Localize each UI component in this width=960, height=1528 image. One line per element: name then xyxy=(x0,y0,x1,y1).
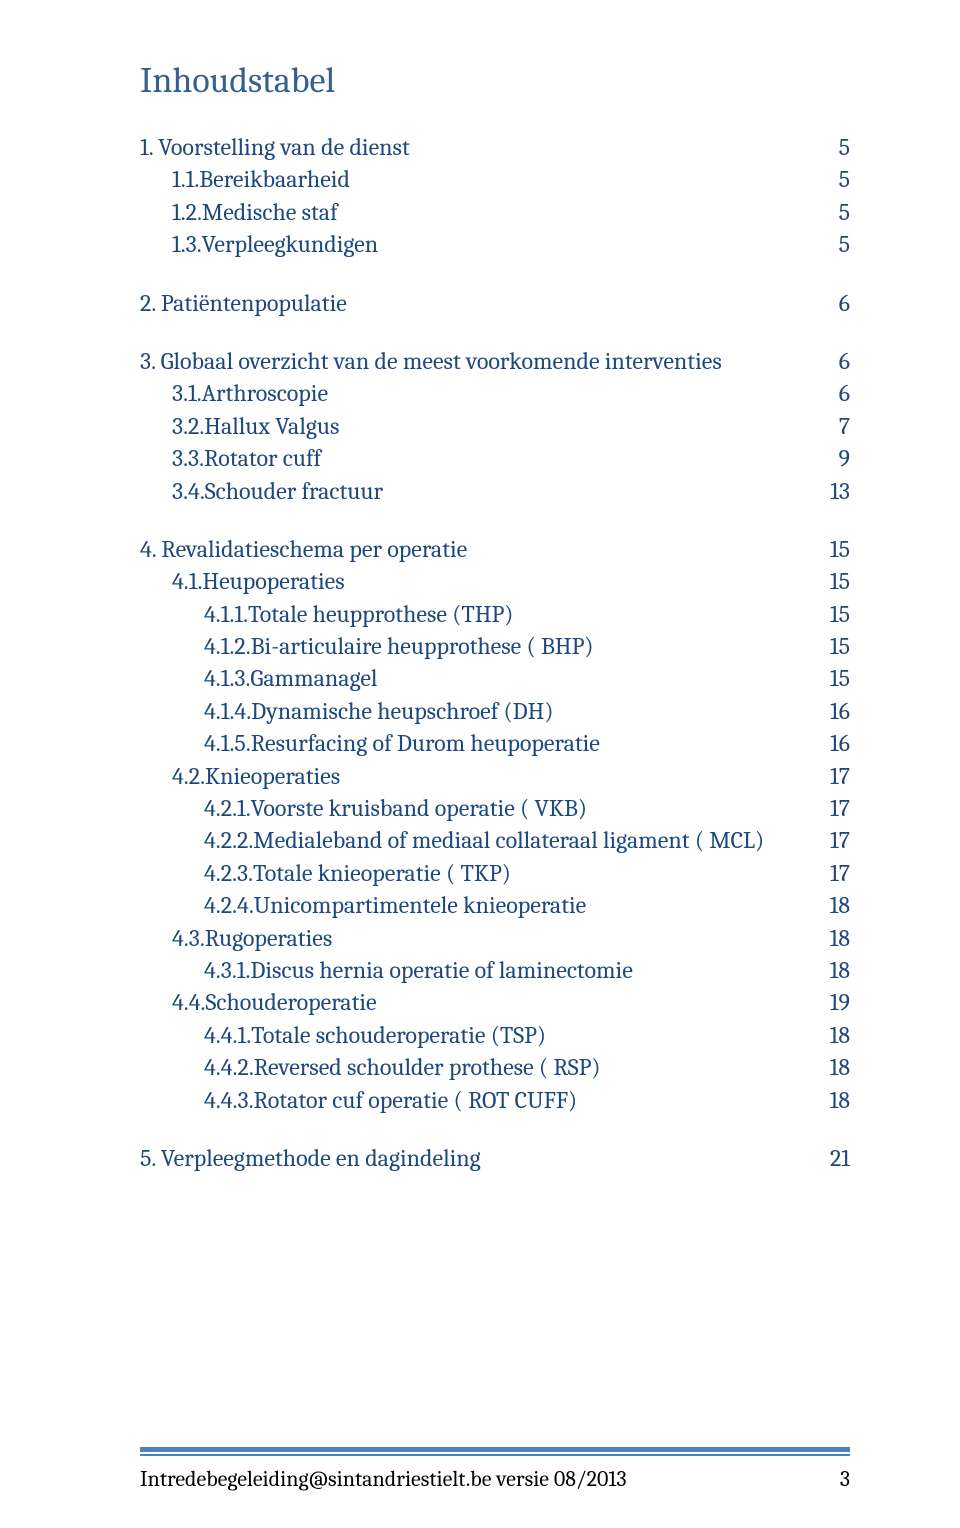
toc-page: 15 xyxy=(810,533,850,565)
toc-entry: 4.2.1.Voorste kruisband operatie ( VKB)1… xyxy=(140,792,850,824)
toc-entry: 4. Revalidatieschema per operatie15 xyxy=(140,533,850,565)
page-title: Inhoudstabel xyxy=(140,60,850,101)
toc-page: 7 xyxy=(810,410,850,442)
toc-entry: 1.3.Verpleegkundigen5 xyxy=(140,228,850,260)
toc-page: 16 xyxy=(810,695,850,727)
toc-label: 4.1.1.Totale heupprothese (THP) xyxy=(204,598,810,630)
toc-page: 13 xyxy=(810,475,850,507)
toc-label: 3.2.Hallux Valgus xyxy=(172,410,810,442)
toc-page: 17 xyxy=(810,792,850,824)
toc-label: 3. Globaal overzicht van de meest voorko… xyxy=(140,345,810,377)
toc-page: 5 xyxy=(810,196,850,228)
toc-label: 4.4.1.Totale schouderoperatie (TSP) xyxy=(204,1019,810,1051)
toc-entry: 5. Verpleegmethode en dagindeling21 xyxy=(140,1142,850,1174)
toc-entry: 1.1.Bereikbaarheid5 xyxy=(140,163,850,195)
toc-page: 15 xyxy=(810,662,850,694)
toc-page: 6 xyxy=(810,377,850,409)
toc-label: 5. Verpleegmethode en dagindeling xyxy=(140,1142,810,1174)
toc-entry: 4.1.2.Bi-articulaire heupprothese ( BHP)… xyxy=(140,630,850,662)
toc-entry: 4.4.Schouderoperatie19 xyxy=(140,986,850,1018)
footer: Intredebegeleiding@sintandriestielt.be v… xyxy=(140,1447,850,1492)
toc-page: 15 xyxy=(810,598,850,630)
toc-entry: 4.1.3.Gammanagel15 xyxy=(140,662,850,694)
toc-entry: 4.1.4.Dynamische heupschroef (DH)16 xyxy=(140,695,850,727)
toc-page: 5 xyxy=(810,131,850,163)
toc-page: 6 xyxy=(810,345,850,377)
toc-entry: 4.2.3.Totale knieoperatie ( TKP)17 xyxy=(140,857,850,889)
toc-page: 18 xyxy=(810,954,850,986)
toc-page: 9 xyxy=(810,442,850,474)
toc-entry: 4.3.1.Discus hernia operatie of laminect… xyxy=(140,954,850,986)
toc-entry: 4.2.2.Medialeband of mediaal collateraal… xyxy=(140,824,850,856)
page: Inhoudstabel 1. Voorstelling van de dien… xyxy=(0,0,960,1528)
toc-page: 17 xyxy=(810,824,850,856)
toc-label: 1.3.Verpleegkundigen xyxy=(172,228,810,260)
toc-page: 17 xyxy=(810,760,850,792)
toc-entry: 4.2.Knieoperaties17 xyxy=(140,760,850,792)
toc-label: 3.3.Rotator cuff xyxy=(172,442,810,474)
toc-label: 3.1.Arthroscopie xyxy=(172,377,810,409)
toc-entry: 4.2.4.Unicompartimentele knieoperatie18 xyxy=(140,889,850,921)
toc-page: 6 xyxy=(810,287,850,319)
toc-label: 4.1.4.Dynamische heupschroef (DH) xyxy=(204,695,810,727)
toc-label: 4.2.1.Voorste kruisband operatie ( VKB) xyxy=(204,792,810,824)
toc-label: 4. Revalidatieschema per operatie xyxy=(140,533,810,565)
toc-page: 19 xyxy=(810,986,850,1018)
toc-entry: 3.2.Hallux Valgus7 xyxy=(140,410,850,442)
page-number: 3 xyxy=(840,1466,850,1492)
footer-rule-thick xyxy=(140,1447,850,1452)
toc-label: 4.1.3.Gammanagel xyxy=(204,662,810,694)
toc-entry: 4.4.1.Totale schouderoperatie (TSP)18 xyxy=(140,1019,850,1051)
toc-page: 18 xyxy=(810,1051,850,1083)
toc-label: 4.4.3.Rotator cuf operatie ( ROT CUFF) xyxy=(204,1084,810,1116)
toc-entry: 3. Globaal overzicht van de meest voorko… xyxy=(140,345,850,377)
toc-label: 2. Patiëntenpopulatie xyxy=(140,287,810,319)
toc-page: 5 xyxy=(810,228,850,260)
toc-page: 18 xyxy=(810,889,850,921)
toc-label: 4.3.Rugoperaties xyxy=(172,922,810,954)
toc-page: 16 xyxy=(810,727,850,759)
toc-label: 4.2.Knieoperaties xyxy=(172,760,810,792)
table-of-contents: 1. Voorstelling van de dienst51.1.Bereik… xyxy=(140,131,850,1174)
toc-page: 17 xyxy=(810,857,850,889)
toc-label: 4.2.4.Unicompartimentele knieoperatie xyxy=(204,889,810,921)
toc-entry: 2. Patiëntenpopulatie6 xyxy=(140,287,850,319)
toc-label: 1.1.Bereikbaarheid xyxy=(172,163,810,195)
footer-rule-thin xyxy=(140,1454,850,1456)
toc-label: 1.2.Medische staf xyxy=(172,196,810,228)
toc-label: 1. Voorstelling van de dienst xyxy=(140,131,810,163)
toc-entry: 4.4.3.Rotator cuf operatie ( ROT CUFF)18 xyxy=(140,1084,850,1116)
toc-label: 3.4.Schouder fractuur xyxy=(172,475,810,507)
toc-entry: 4.4.2.Reversed schoulder prothese ( RSP)… xyxy=(140,1051,850,1083)
toc-page: 18 xyxy=(810,1019,850,1051)
toc-entry: 1. Voorstelling van de dienst5 xyxy=(140,131,850,163)
toc-page: 18 xyxy=(810,1084,850,1116)
toc-label: 4.2.3.Totale knieoperatie ( TKP) xyxy=(204,857,810,889)
toc-label: 4.2.2.Medialeband of mediaal collateraal… xyxy=(204,824,810,856)
toc-page: 15 xyxy=(810,565,850,597)
toc-entry: 4.1.1.Totale heupprothese (THP)15 xyxy=(140,598,850,630)
toc-entry: 4.3.Rugoperaties18 xyxy=(140,922,850,954)
toc-page: 18 xyxy=(810,922,850,954)
toc-label: 4.4.2.Reversed schoulder prothese ( RSP) xyxy=(204,1051,810,1083)
toc-label: 4.4.Schouderoperatie xyxy=(172,986,810,1018)
toc-label: 4.1.2.Bi-articulaire heupprothese ( BHP) xyxy=(204,630,810,662)
toc-entry: 1.2.Medische staf5 xyxy=(140,196,850,228)
footer-text: Intredebegeleiding@sintandriestielt.be v… xyxy=(140,1466,627,1492)
toc-label: 4.1.Heupoperaties xyxy=(172,565,810,597)
toc-label: 4.1.5.Resurfacing of Durom heupoperatie xyxy=(204,727,810,759)
toc-page: 21 xyxy=(810,1142,850,1174)
toc-entry: 3.4.Schouder fractuur13 xyxy=(140,475,850,507)
toc-label: 4.3.1.Discus hernia operatie of laminect… xyxy=(204,954,810,986)
toc-entry: 3.1.Arthroscopie6 xyxy=(140,377,850,409)
toc-page: 15 xyxy=(810,630,850,662)
toc-entry: 4.1.Heupoperaties15 xyxy=(140,565,850,597)
toc-entry: 4.1.5.Resurfacing of Durom heupoperatie1… xyxy=(140,727,850,759)
toc-page: 5 xyxy=(810,163,850,195)
toc-entry: 3.3.Rotator cuff9 xyxy=(140,442,850,474)
